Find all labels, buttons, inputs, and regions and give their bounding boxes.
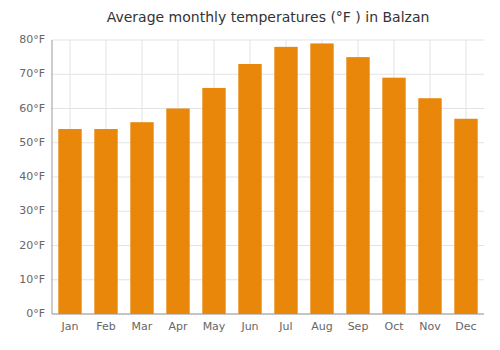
y-axis-line [52,40,53,314]
x-tick-label: Apr [168,320,188,333]
x-tick-label: Jan [61,320,79,333]
y-tick-label: 80°F [19,33,45,46]
x-tick-label: Jul [278,320,292,333]
y-tick-label: 50°F [19,136,45,149]
x-tick-label: Mar [132,320,153,333]
x-tick-label: Aug [311,320,332,333]
bar [58,129,81,314]
bar [454,119,477,314]
bar [346,57,369,314]
x-tick-label: Sep [348,320,369,333]
axes: 0°F 10°F 20°F 30°F 40°F 50°F 60°F 70°F 80°F Jan Fe… [19,33,484,333]
y-grid-line [52,74,484,75]
title: Average monthly temperatures (°F ) in Ba… [107,9,430,25]
bar [238,64,261,314]
y-tick-label: 10°F [19,273,45,286]
x-tick-label: Dec [455,320,476,333]
y-tick-label: 0°F [26,307,45,320]
bar [418,98,441,314]
y-tick-label: 70°F [19,67,45,80]
x-tick-label: May [203,320,226,333]
bars [58,43,477,314]
x-tick-label: Jun [240,320,258,333]
bar [274,47,297,314]
bar [130,122,153,314]
y-tick-label: 60°F [19,102,45,115]
x-tick-label: Feb [96,320,115,333]
grid [52,40,484,314]
bar [166,109,189,315]
y-tick-label: 20°F [19,239,45,252]
y-grid-line [52,40,484,41]
bar [310,43,333,314]
x-tick-label: Nov [419,320,441,333]
y-tick-label: 40°F [19,170,45,183]
y-tick-label: 30°F [19,204,45,217]
chart-container: 0°F 10°F 20°F 30°F 40°F 50°F 60°F 70°F 80°F Jan Fe… [0,0,500,350]
bar [202,88,225,314]
bar [382,78,405,314]
chart: 0°F 10°F 20°F 30°F 40°F 50°F 60°F 70°F 80°F Jan Fe… [0,0,500,350]
bar [94,129,117,314]
x-tick-label: Oct [384,320,404,333]
